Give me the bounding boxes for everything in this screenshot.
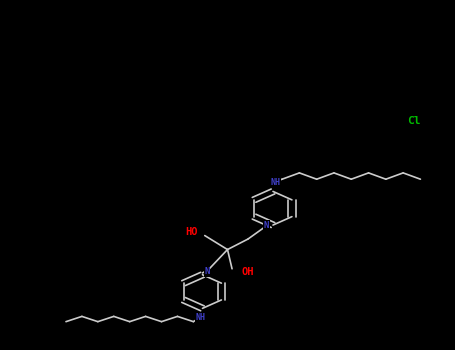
Text: OH: OH [242,267,254,277]
Text: NH: NH [270,178,280,187]
Text: Cl: Cl [407,116,421,126]
Text: N: N [263,220,269,230]
Text: HO: HO [185,227,197,237]
Text: NH: NH [195,313,205,322]
Text: N: N [204,267,210,276]
